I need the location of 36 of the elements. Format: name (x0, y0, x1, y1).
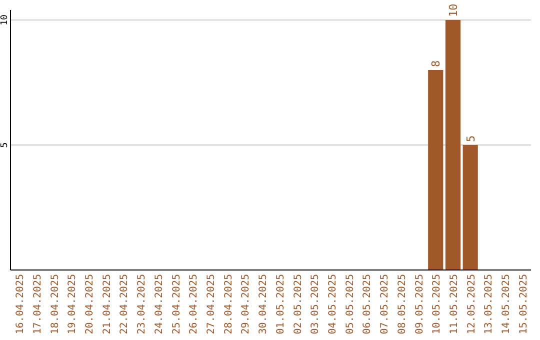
x-tick-label: 17.04.2025 (32, 274, 44, 334)
x-tick-label: 04.05.2025 (327, 274, 338, 334)
x-tick-label: 03.05.2025 (310, 274, 322, 334)
x-tick-label: 06.05.2025 (362, 274, 374, 334)
x-tick-label: 30.04.2025 (258, 274, 270, 334)
x-tick-label: 26.04.2025 (188, 274, 200, 334)
data-label: 8 (430, 60, 443, 67)
x-tick-label: 13.05.2025 (484, 274, 495, 334)
x-tick-label: 15.05.2025 (518, 274, 530, 334)
x-tick-label: 07.05.2025 (380, 274, 391, 334)
x-tick-label: 10.05.2025 (432, 274, 443, 334)
x-tick-label: 29.04.2025 (240, 274, 252, 334)
x-tick-label: 14.05.2025 (501, 274, 512, 334)
data-label: 5 (464, 135, 478, 142)
x-tick-label: 05.05.2025 (344, 274, 356, 334)
x-tick-label: 16.04.2025 (15, 274, 26, 334)
x-tick-label: 02.05.2025 (292, 274, 304, 334)
x-tick-label: 22.04.2025 (119, 274, 130, 334)
x-tick-label: 19.04.2025 (67, 274, 78, 334)
x-tick-label: 18.04.2025 (50, 274, 61, 334)
bar (462, 145, 478, 270)
bar (445, 20, 461, 270)
bar (428, 70, 444, 270)
x-tick-label: 21.04.2025 (102, 274, 113, 334)
data-label: 10 (446, 4, 460, 17)
x-tick-label: 27.04.2025 (206, 274, 218, 334)
x-tick-label: 25.04.2025 (171, 274, 182, 334)
x-tick-label: 08.05.2025 (396, 274, 408, 334)
x-tick-label: 11.05.2025 (448, 274, 460, 334)
x-tick-label: 24.04.2025 (154, 274, 165, 334)
x-tick-label: 20.04.2025 (84, 274, 96, 334)
x-tick-label: 01.05.2025 (275, 274, 286, 334)
x-tick-label: 12.05.2025 (466, 274, 478, 334)
x-tick-label: 23.04.2025 (136, 274, 148, 334)
x-tick-label: 28.04.2025 (223, 274, 234, 334)
x-tick-label: 09.05.2025 (414, 274, 426, 334)
